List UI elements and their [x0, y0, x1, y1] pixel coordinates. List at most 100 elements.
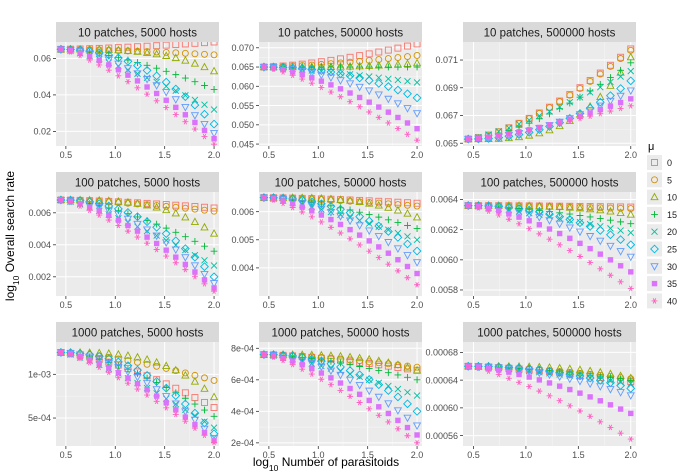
data-point-mu-40 [280, 200, 287, 207]
y-tick-label: 0.070 [231, 43, 254, 53]
data-point-mu-25 [345, 208, 355, 218]
data-point-mu-30 [190, 262, 200, 270]
data-point-mu-10 [171, 53, 180, 62]
legend-item-mu-20: 20 [647, 224, 677, 240]
data-point-mu-5 [606, 204, 614, 212]
data-point-mu-15 [191, 400, 199, 408]
data-point-mu-30 [181, 408, 190, 416]
data-point-mu-35 [67, 351, 74, 357]
data-point-mu-10 [171, 208, 180, 217]
data-point-mu-40 [318, 219, 325, 225]
data-point-mu-30 [114, 60, 123, 69]
data-point-mu-35 [106, 212, 112, 219]
data-point-mu-35 [270, 353, 277, 359]
x-tick-label: 1.5 [361, 150, 374, 160]
data-point-mu-20 [627, 380, 635, 387]
x-tick-label: 1.5 [361, 300, 374, 310]
data-point-mu-30 [326, 209, 336, 217]
data-point-mu-20 [308, 360, 316, 367]
data-point-mu-10 [326, 194, 336, 203]
data-point-mu-40 [299, 76, 306, 82]
data-point-mu-10 [209, 392, 219, 401]
data-point-mu-30 [365, 387, 374, 396]
data-point-mu-10 [142, 48, 152, 56]
data-point-mu-40 [505, 375, 512, 382]
legend-key-symbol [651, 298, 658, 304]
data-point-mu-40 [105, 217, 112, 223]
data-point-mu-40 [495, 132, 502, 139]
data-point-mu-40 [191, 273, 198, 280]
x-tick-label: 0.5 [263, 150, 276, 160]
data-point-mu-40 [566, 402, 573, 409]
data-point-mu-25 [345, 71, 355, 81]
data-point-mu-35 [628, 410, 634, 417]
data-point-mu-40 [77, 355, 84, 362]
data-point-mu-30 [596, 383, 605, 391]
data-point-mu-25 [94, 199, 104, 209]
data-point-mu-40 [385, 419, 392, 425]
data-point-mu-15 [375, 63, 383, 71]
data-point-mu-5 [210, 207, 218, 215]
data-point-mu-0 [337, 55, 344, 63]
data-point-mu-10 [190, 377, 200, 385]
data-point-mu-30 [123, 215, 133, 224]
data-point-mu-5 [162, 202, 170, 210]
data-point-mu-40 [526, 383, 533, 390]
panel-points [259, 193, 422, 288]
data-point-mu-0 [210, 404, 218, 411]
data-point-mu-15 [327, 357, 335, 365]
data-point-mu-40 [587, 259, 594, 266]
data-point-mu-35 [299, 72, 305, 78]
data-point-mu-10 [181, 212, 190, 221]
data-point-mu-10 [133, 352, 142, 361]
data-point-mu-35 [106, 62, 112, 68]
data-point-mu-20 [525, 367, 533, 375]
y-tick-label: 0.065 [231, 62, 254, 72]
data-point-mu-10 [133, 199, 142, 207]
data-point-mu-5 [413, 52, 421, 59]
data-point-mu-5 [134, 358, 141, 366]
data-point-mu-30 [326, 74, 336, 83]
data-point-mu-35 [617, 406, 624, 412]
data-point-mu-40 [124, 380, 131, 387]
data-point-mu-35 [485, 365, 492, 372]
data-point-mu-35 [376, 244, 382, 250]
data-point-mu-10 [535, 128, 544, 137]
data-point-mu-30 [317, 205, 326, 214]
data-point-mu-35 [546, 226, 553, 232]
data-point-mu-25 [297, 352, 307, 362]
panel-strip [463, 172, 636, 192]
data-point-mu-30 [545, 217, 554, 225]
data-point-mu-0 [181, 202, 189, 210]
data-point-mu-35 [86, 53, 93, 60]
data-point-mu-30 [514, 208, 524, 217]
data-point-mu-35 [577, 113, 583, 119]
data-point-mu-10 [355, 353, 364, 362]
data-point-mu-40 [536, 388, 543, 394]
data-point-mu-35 [134, 228, 141, 234]
panel-1: 10 patches, 5000 hosts 0.5 1.0 1.5 2.0 0.02 0.… [33, 22, 220, 160]
panel-points [56, 42, 219, 146]
data-point-mu-40 [356, 399, 363, 406]
data-point-mu-10 [200, 222, 209, 231]
data-point-mu-20 [627, 67, 635, 75]
data-point-mu-25 [606, 91, 615, 101]
data-point-mu-0 [191, 203, 199, 210]
data-point-mu-10 [209, 229, 219, 237]
data-point-mu-15 [105, 52, 113, 59]
data-point-mu-35 [67, 47, 74, 54]
data-point-mu-40 [556, 397, 563, 404]
data-point-mu-5 [375, 199, 383, 207]
data-point-mu-20 [346, 71, 354, 78]
data-point-mu-35 [385, 410, 392, 417]
panel-strip [259, 22, 422, 42]
data-point-mu-5 [596, 70, 604, 78]
data-point-mu-35 [328, 216, 334, 223]
data-point-mu-10 [345, 352, 355, 361]
data-point-mu-40 [607, 272, 614, 279]
data-point-mu-5 [606, 62, 614, 70]
data-point-mu-20 [385, 382, 392, 390]
data-point-mu-25 [171, 391, 181, 401]
data-point-mu-20 [556, 215, 563, 222]
data-point-mu-40 [366, 248, 373, 254]
